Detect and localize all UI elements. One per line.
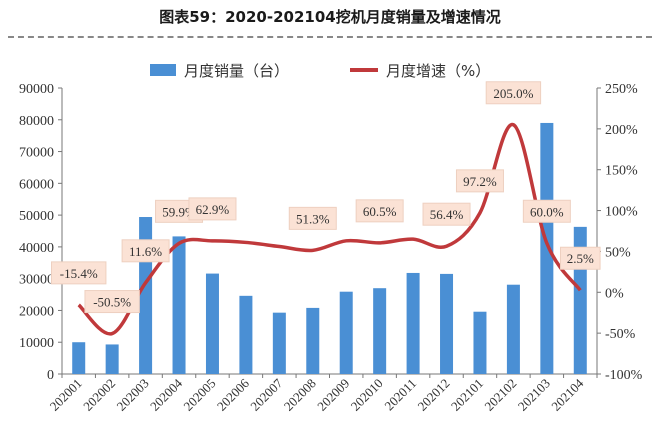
data-label-box — [51, 261, 107, 285]
left-tick-label: 90000 — [19, 82, 54, 97]
data-label: 205.0% — [493, 86, 533, 101]
left-tick-label: 10000 — [19, 336, 54, 351]
bar-202008 — [306, 307, 320, 374]
x-tick-label: 202003 — [114, 376, 152, 414]
x-tick-label: 202004 — [147, 375, 186, 414]
right-tick-label: 0% — [605, 286, 624, 301]
right-tick-label: 100% — [605, 205, 638, 220]
data-label-box — [121, 239, 170, 263]
left-tick-label: 50000 — [19, 209, 54, 224]
data-label-box — [288, 206, 337, 230]
bar-202004 — [172, 236, 186, 374]
bar-202007 — [272, 312, 286, 374]
bar-202006 — [239, 295, 253, 374]
right-tick-label: -100% — [605, 368, 643, 383]
data-label: 60.5% — [363, 204, 397, 219]
title-divider — [8, 36, 652, 38]
data-label-box — [485, 81, 542, 105]
left-tick-label: 70000 — [19, 146, 54, 161]
data-label-box — [522, 199, 571, 223]
bar-202012 — [440, 273, 454, 374]
data-label: -15.4% — [60, 266, 98, 281]
right-tick-label: 150% — [605, 164, 638, 179]
chart-title: 图表59：2020-202104挖机月度销量及增速情况 — [159, 8, 501, 26]
left-tick-label: 60000 — [19, 177, 54, 192]
data-label-box — [188, 197, 237, 221]
bar-202002 — [105, 344, 119, 374]
data-label-box — [84, 290, 140, 314]
bar-202001 — [72, 342, 86, 374]
data-label: 62.9% — [196, 202, 230, 217]
left-tick-label: 40000 — [19, 241, 54, 256]
data-label: 60.0% — [530, 204, 564, 219]
right-tick-label: 200% — [605, 123, 638, 138]
data-label: 51.3% — [296, 211, 330, 226]
left-tick-label: 0 — [47, 368, 54, 383]
bar-202102 — [506, 284, 520, 374]
data-label-box — [455, 169, 504, 193]
data-label: 2.5% — [567, 251, 594, 266]
x-tick-label: 202005 — [180, 376, 218, 414]
data-label: 59.9% — [162, 204, 196, 219]
bar-202101 — [473, 311, 487, 374]
x-tick-label: 202008 — [281, 376, 319, 414]
legend-line-label: 月度增速（%） — [386, 62, 490, 80]
data-label-box — [355, 199, 404, 223]
data-label: 56.4% — [430, 207, 464, 222]
left-tick-label: 20000 — [19, 304, 54, 319]
right-tick-label: 50% — [605, 245, 631, 260]
bar-202010 — [373, 288, 387, 374]
x-tick-label: 202102 — [481, 376, 519, 414]
right-tick-label: -50% — [605, 327, 636, 342]
data-label-box — [422, 202, 471, 226]
data-label: 11.6% — [129, 244, 162, 259]
x-tick-label: 202011 — [381, 376, 419, 414]
x-tick-label: 202012 — [414, 376, 452, 414]
bar-202011 — [406, 272, 420, 374]
data-label: 97.2% — [463, 174, 497, 189]
legend-bar-label: 月度销量（台） — [184, 62, 289, 80]
x-tick-label: 202104 — [548, 375, 587, 414]
bar-202103 — [540, 122, 554, 374]
x-tick-label: 202010 — [348, 376, 386, 414]
x-tick-label: 202002 — [80, 376, 118, 414]
x-tick-label: 202006 — [214, 375, 253, 414]
left-tick-label: 30000 — [19, 273, 54, 288]
x-tick-label: 202101 — [448, 376, 486, 414]
bar-202009 — [339, 291, 353, 374]
left-tick-label: 80000 — [19, 114, 54, 129]
legend-bar-swatch — [150, 64, 176, 76]
data-label: -50.5% — [93, 295, 131, 310]
x-tick-label: 202007 — [247, 375, 286, 414]
x-tick-label: 202103 — [515, 376, 553, 414]
x-tick-label: 202009 — [314, 376, 352, 414]
bar-202005 — [205, 273, 219, 374]
right-tick-label: 250% — [605, 82, 638, 97]
data-label-box — [559, 246, 601, 270]
